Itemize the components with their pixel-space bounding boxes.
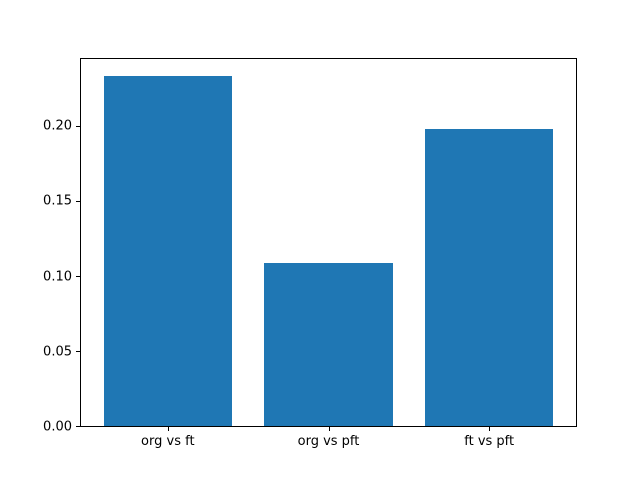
y-tick-mark: [76, 200, 80, 202]
x-tick-mark: [167, 427, 169, 431]
plot-area: [80, 58, 577, 427]
bar-ft-vs-pft: [424, 128, 554, 426]
y-tick-mark: [76, 276, 80, 277]
bar-org-vs-ft: [103, 76, 233, 426]
x-tick-label: org vs pft: [297, 434, 360, 449]
x-tick-label: ft vs pft: [464, 434, 515, 449]
y-tick-mark: [76, 351, 80, 352]
x-tick-mark: [328, 427, 330, 431]
y-tick-label: 0.20: [43, 118, 72, 134]
y-tick-label: 0.00: [43, 419, 72, 434]
y-tick-label: 0.10: [43, 269, 72, 284]
y-tick-label: 0.15: [43, 193, 72, 209]
x-tick-mark: [489, 427, 491, 431]
bar-org-vs-pft: [264, 262, 393, 426]
y-tick-mark: [76, 125, 80, 127]
y-tick-label: 0.05: [43, 344, 72, 359]
y-tick-mark: [76, 426, 80, 427]
x-tick-label: org vs ft: [141, 434, 195, 449]
